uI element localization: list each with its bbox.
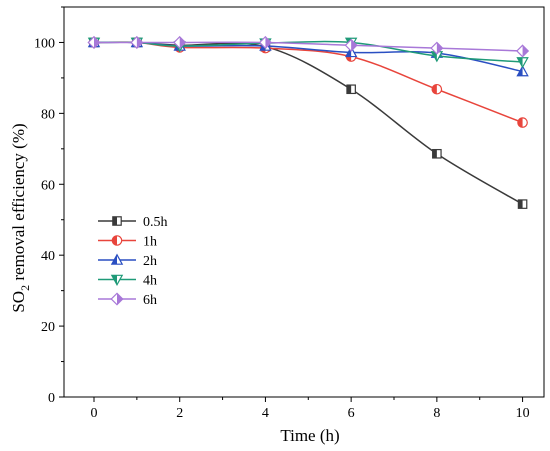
marker-fill-dark — [136, 36, 143, 49]
data-point — [346, 84, 356, 95]
legend-marker — [110, 292, 124, 306]
y-tick-label: 0 — [48, 391, 55, 406]
data-point — [344, 38, 358, 52]
legend-item: 2h — [98, 253, 157, 269]
x-tick-label: 8 — [433, 406, 440, 421]
marker-fill-dark — [436, 42, 443, 54]
marker-outline — [517, 199, 528, 209]
marker-fill-dark — [517, 117, 523, 128]
legend-label: 2h — [143, 254, 157, 269]
marker-fill-dark — [117, 293, 123, 305]
marker-fill-dark — [432, 84, 437, 94]
data-point — [516, 57, 529, 69]
marker-outline — [111, 235, 123, 246]
legend-item: 4h — [98, 274, 157, 289]
marker-fill-dark — [94, 36, 100, 49]
marker-fill-dark — [112, 216, 117, 226]
data-point — [173, 35, 187, 50]
legend-label: 1h — [143, 235, 157, 250]
series-6h — [87, 35, 530, 58]
data-point — [87, 35, 101, 50]
y-tick-label: 40 — [41, 249, 55, 264]
marker-outline — [516, 57, 529, 69]
marker-outline — [516, 65, 529, 77]
series-line — [93, 40, 523, 63]
series-line — [93, 41, 523, 124]
legend-item: 6h — [98, 292, 157, 308]
y-tick-label: 100 — [34, 36, 55, 51]
marker-outline — [516, 44, 530, 58]
marker-fill-dark — [351, 39, 357, 51]
marker-outline — [346, 84, 356, 95]
marker-outline — [432, 148, 442, 159]
data-point — [130, 35, 144, 50]
x-tick-label: 2 — [176, 406, 183, 421]
y-axis-title-subscript: 2 — [18, 285, 32, 291]
data-point — [258, 35, 272, 50]
data-point — [516, 44, 530, 58]
x-tick-label: 0 — [91, 406, 98, 421]
legend-label: 6h — [143, 293, 157, 308]
legend-marker — [110, 274, 124, 286]
marker-outline — [110, 274, 124, 286]
marker-outline — [517, 117, 528, 128]
x-tick-label: 4 — [262, 406, 269, 421]
legend-label: 0.5h — [143, 215, 168, 230]
data-point — [517, 117, 528, 128]
marker-outline — [344, 45, 358, 58]
plot-border — [63, 6, 545, 398]
marker-outline — [110, 292, 124, 306]
marker-outline — [87, 35, 101, 50]
marker-fill-dark — [522, 45, 529, 57]
data-point — [431, 83, 443, 95]
marker-fill-dark — [265, 36, 272, 49]
marker-outline — [112, 216, 122, 226]
series-0.5h — [89, 37, 528, 209]
marker-outline — [430, 41, 444, 55]
x-tick-label: 6 — [348, 406, 355, 421]
plot-frame — [63, 6, 545, 398]
marker-fill-dark — [518, 199, 523, 209]
legend-marker — [110, 253, 124, 265]
series-1h — [88, 37, 528, 128]
data-point — [432, 148, 442, 159]
legend-item: 0.5h — [98, 215, 168, 230]
x-tick-label: 10 — [516, 406, 530, 421]
marker-fill-dark — [179, 36, 186, 49]
marker-outline — [173, 35, 187, 50]
marker-fill-dark — [346, 85, 352, 94]
marker-fill-light — [346, 85, 356, 94]
y-tick-label: 20 — [41, 320, 55, 335]
y-axis-title: SO2 removal efficiency (%) — [9, 123, 32, 312]
marker-fill-dark — [432, 149, 437, 158]
data-point — [430, 41, 444, 55]
legend-item: 1h — [98, 235, 157, 250]
marker-fill-dark — [112, 235, 117, 246]
data-point — [517, 199, 528, 209]
y-tick-label: 60 — [41, 178, 55, 193]
data-point — [516, 65, 529, 77]
y-axis-title-main: SO — [9, 291, 28, 313]
marker-outline — [258, 35, 272, 50]
x-axis-title: Time (h) — [280, 426, 339, 445]
marker-outline — [130, 35, 144, 50]
series-group — [87, 35, 530, 209]
y-tick-label: 80 — [41, 107, 55, 122]
series-line — [93, 41, 523, 205]
marker-outline — [431, 83, 443, 95]
marker-outline — [344, 38, 358, 52]
series-line — [93, 41, 523, 73]
marker-outline — [110, 253, 124, 265]
legend: 0.5h 1h 2h 4h 6h — [98, 215, 168, 308]
y-axis-title-rest: removal efficiency (%) — [9, 123, 28, 285]
legend-marker — [111, 235, 123, 246]
legend-label: 4h — [143, 274, 157, 289]
legend-marker — [112, 216, 122, 226]
